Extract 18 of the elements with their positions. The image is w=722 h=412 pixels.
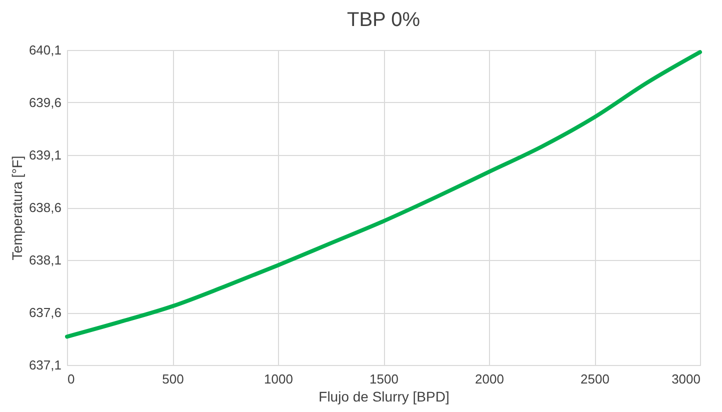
x-tick-label: 2500 (580, 372, 610, 386)
x-tick-label: 2000 (475, 372, 504, 386)
x-axis-title: Flujo de Slurry [BPD] (318, 388, 450, 404)
y-tick-label: 637,6 (28, 305, 62, 320)
x-tick-label: 500 (162, 372, 184, 386)
line-series (65, 50, 702, 339)
chart-title: TBP 0% (347, 9, 420, 31)
y-tick-label: 637,1 (28, 358, 62, 372)
y-tick-label: 638,1 (28, 252, 62, 268)
y-tick-label: 639,6 (28, 95, 62, 110)
x-tick-label: 3000 (672, 372, 700, 386)
y-axis-title: Temperatura [°F] (8, 156, 25, 260)
x-tick-label: 0 (68, 372, 75, 386)
y-tick-label: 639,1 (28, 148, 62, 162)
x-tick-label: 1500 (370, 372, 398, 386)
x-tick-label: 1000 (264, 372, 293, 386)
y-tick-label: 640,1 (28, 42, 62, 58)
y-tick-label: 638,6 (28, 200, 62, 215)
